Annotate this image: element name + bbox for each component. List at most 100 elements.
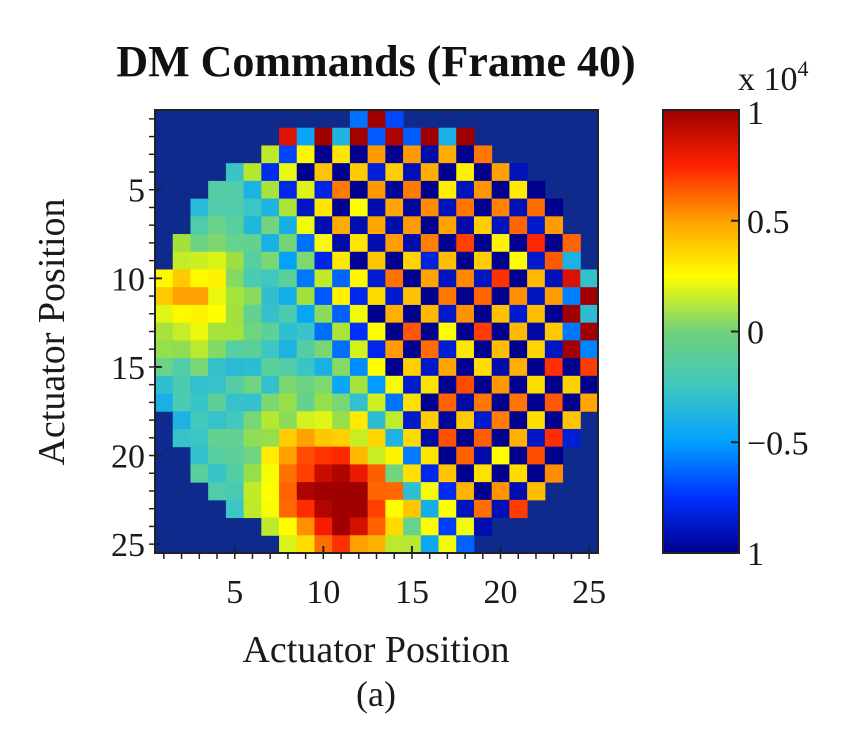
heatmap-cell [314, 535, 333, 554]
heatmap-cell [527, 180, 546, 200]
heatmap-cell [190, 446, 209, 465]
heatmap-cell [544, 234, 564, 253]
heatmap-cell [367, 287, 386, 306]
heatmap-cell [349, 198, 369, 217]
heatmap-cell [225, 499, 245, 519]
heatmap-cell [225, 428, 245, 448]
heatmap-cell [527, 234, 546, 253]
heatmap-cell [403, 482, 422, 501]
heatmap-cell [261, 375, 280, 395]
figure-caption: (a) [356, 674, 396, 714]
heatmap-cell [243, 411, 262, 430]
heatmap-cell [225, 287, 245, 306]
heatmap-cell [420, 428, 440, 448]
heatmap-cell [438, 393, 457, 412]
heatmap-cell [403, 358, 422, 377]
heatmap-cell [314, 163, 333, 182]
heatmap-cell [491, 198, 510, 217]
heatmap-cell [279, 464, 298, 483]
heatmap-cell [580, 322, 599, 341]
heatmap-cell [261, 499, 280, 519]
heatmap-cell [562, 411, 581, 430]
heatmap-cell [438, 216, 457, 235]
heatmap-cell [296, 145, 315, 164]
heatmap-cell [314, 234, 333, 253]
heatmap-cell [473, 411, 493, 430]
heatmap-cell [296, 180, 315, 200]
heatmap-cell [527, 216, 546, 235]
heatmap-cell [544, 411, 564, 430]
heatmap-cell [314, 287, 333, 306]
heatmap-cell [580, 287, 599, 306]
heatmap-cell [172, 234, 191, 253]
heatmap-cell [225, 358, 245, 377]
heatmap-cell [367, 393, 386, 412]
colorbar-tick-label: 0.5 [747, 204, 790, 241]
heatmap-cell [385, 535, 404, 554]
heatmap-cell [155, 287, 174, 306]
heatmap-cell [190, 358, 209, 377]
heatmap-cell [385, 375, 404, 395]
heatmap-cell [314, 251, 333, 270]
heatmap-cell [385, 145, 404, 164]
heatmap-cell [420, 180, 440, 200]
x-axis-ticks: 5 10 15 20 25 [163, 546, 606, 611]
heatmap-cell [349, 163, 369, 182]
heatmap-cell [562, 428, 581, 448]
heatmap-cell [473, 464, 493, 483]
heatmap-cell [367, 216, 386, 235]
heatmap-cell [509, 216, 528, 235]
heatmap-cell [527, 393, 546, 412]
heatmap-cell [456, 322, 475, 341]
heatmap-cell [296, 287, 315, 306]
heatmap-cell [420, 145, 440, 164]
heatmap-cell [544, 198, 564, 217]
heatmap-cell [332, 216, 351, 235]
heatmap-cell [438, 482, 457, 501]
heatmap-cell [261, 340, 280, 359]
heatmap-cell [349, 340, 369, 359]
heatmap-cell [367, 198, 386, 217]
heatmap-cell [509, 411, 528, 430]
heatmap-cell [243, 198, 262, 217]
heatmap-cell [473, 234, 493, 253]
heatmap-cell [332, 375, 351, 395]
heatmap-cell [332, 482, 351, 501]
heatmap-cell [403, 411, 422, 430]
heatmap-cell [243, 163, 262, 182]
heatmap-cell [473, 428, 493, 448]
heatmap-cell [279, 180, 298, 200]
heatmap-cell [403, 375, 422, 395]
heatmap-cell [403, 127, 422, 146]
heatmap-cell [385, 127, 404, 146]
heatmap-cell [420, 304, 440, 324]
y-tick-label: 20 [111, 439, 145, 476]
heatmap-cell [403, 517, 422, 536]
heatmap-cell [155, 269, 174, 288]
heatmap-cell [491, 322, 510, 341]
heatmap-cell [385, 446, 404, 465]
heatmap-cell [332, 499, 351, 519]
heatmap-cell [385, 269, 404, 288]
heatmap-cell [544, 269, 564, 288]
heatmap-cell [314, 411, 333, 430]
heatmap-cell [155, 375, 174, 395]
heatmap-cell [225, 251, 245, 270]
heatmap-cell [296, 482, 315, 501]
heatmap-cell [208, 358, 227, 377]
heatmap-cell [420, 251, 440, 270]
heatmap-cell [261, 234, 280, 253]
heatmap-cell [527, 251, 546, 270]
heatmap-cell [456, 535, 475, 554]
heatmap-cell [527, 304, 546, 324]
heatmap-cell [473, 180, 493, 200]
heatmap-cell [208, 216, 227, 235]
heatmap-cell [155, 393, 174, 412]
heatmap-cell [279, 127, 298, 146]
heatmap-cell [473, 251, 493, 270]
heatmap-cell [332, 145, 351, 164]
heatmap-cell [190, 251, 209, 270]
heatmap-cell [456, 198, 475, 217]
heatmap-cell [491, 358, 510, 377]
heatmap-cell [332, 163, 351, 182]
